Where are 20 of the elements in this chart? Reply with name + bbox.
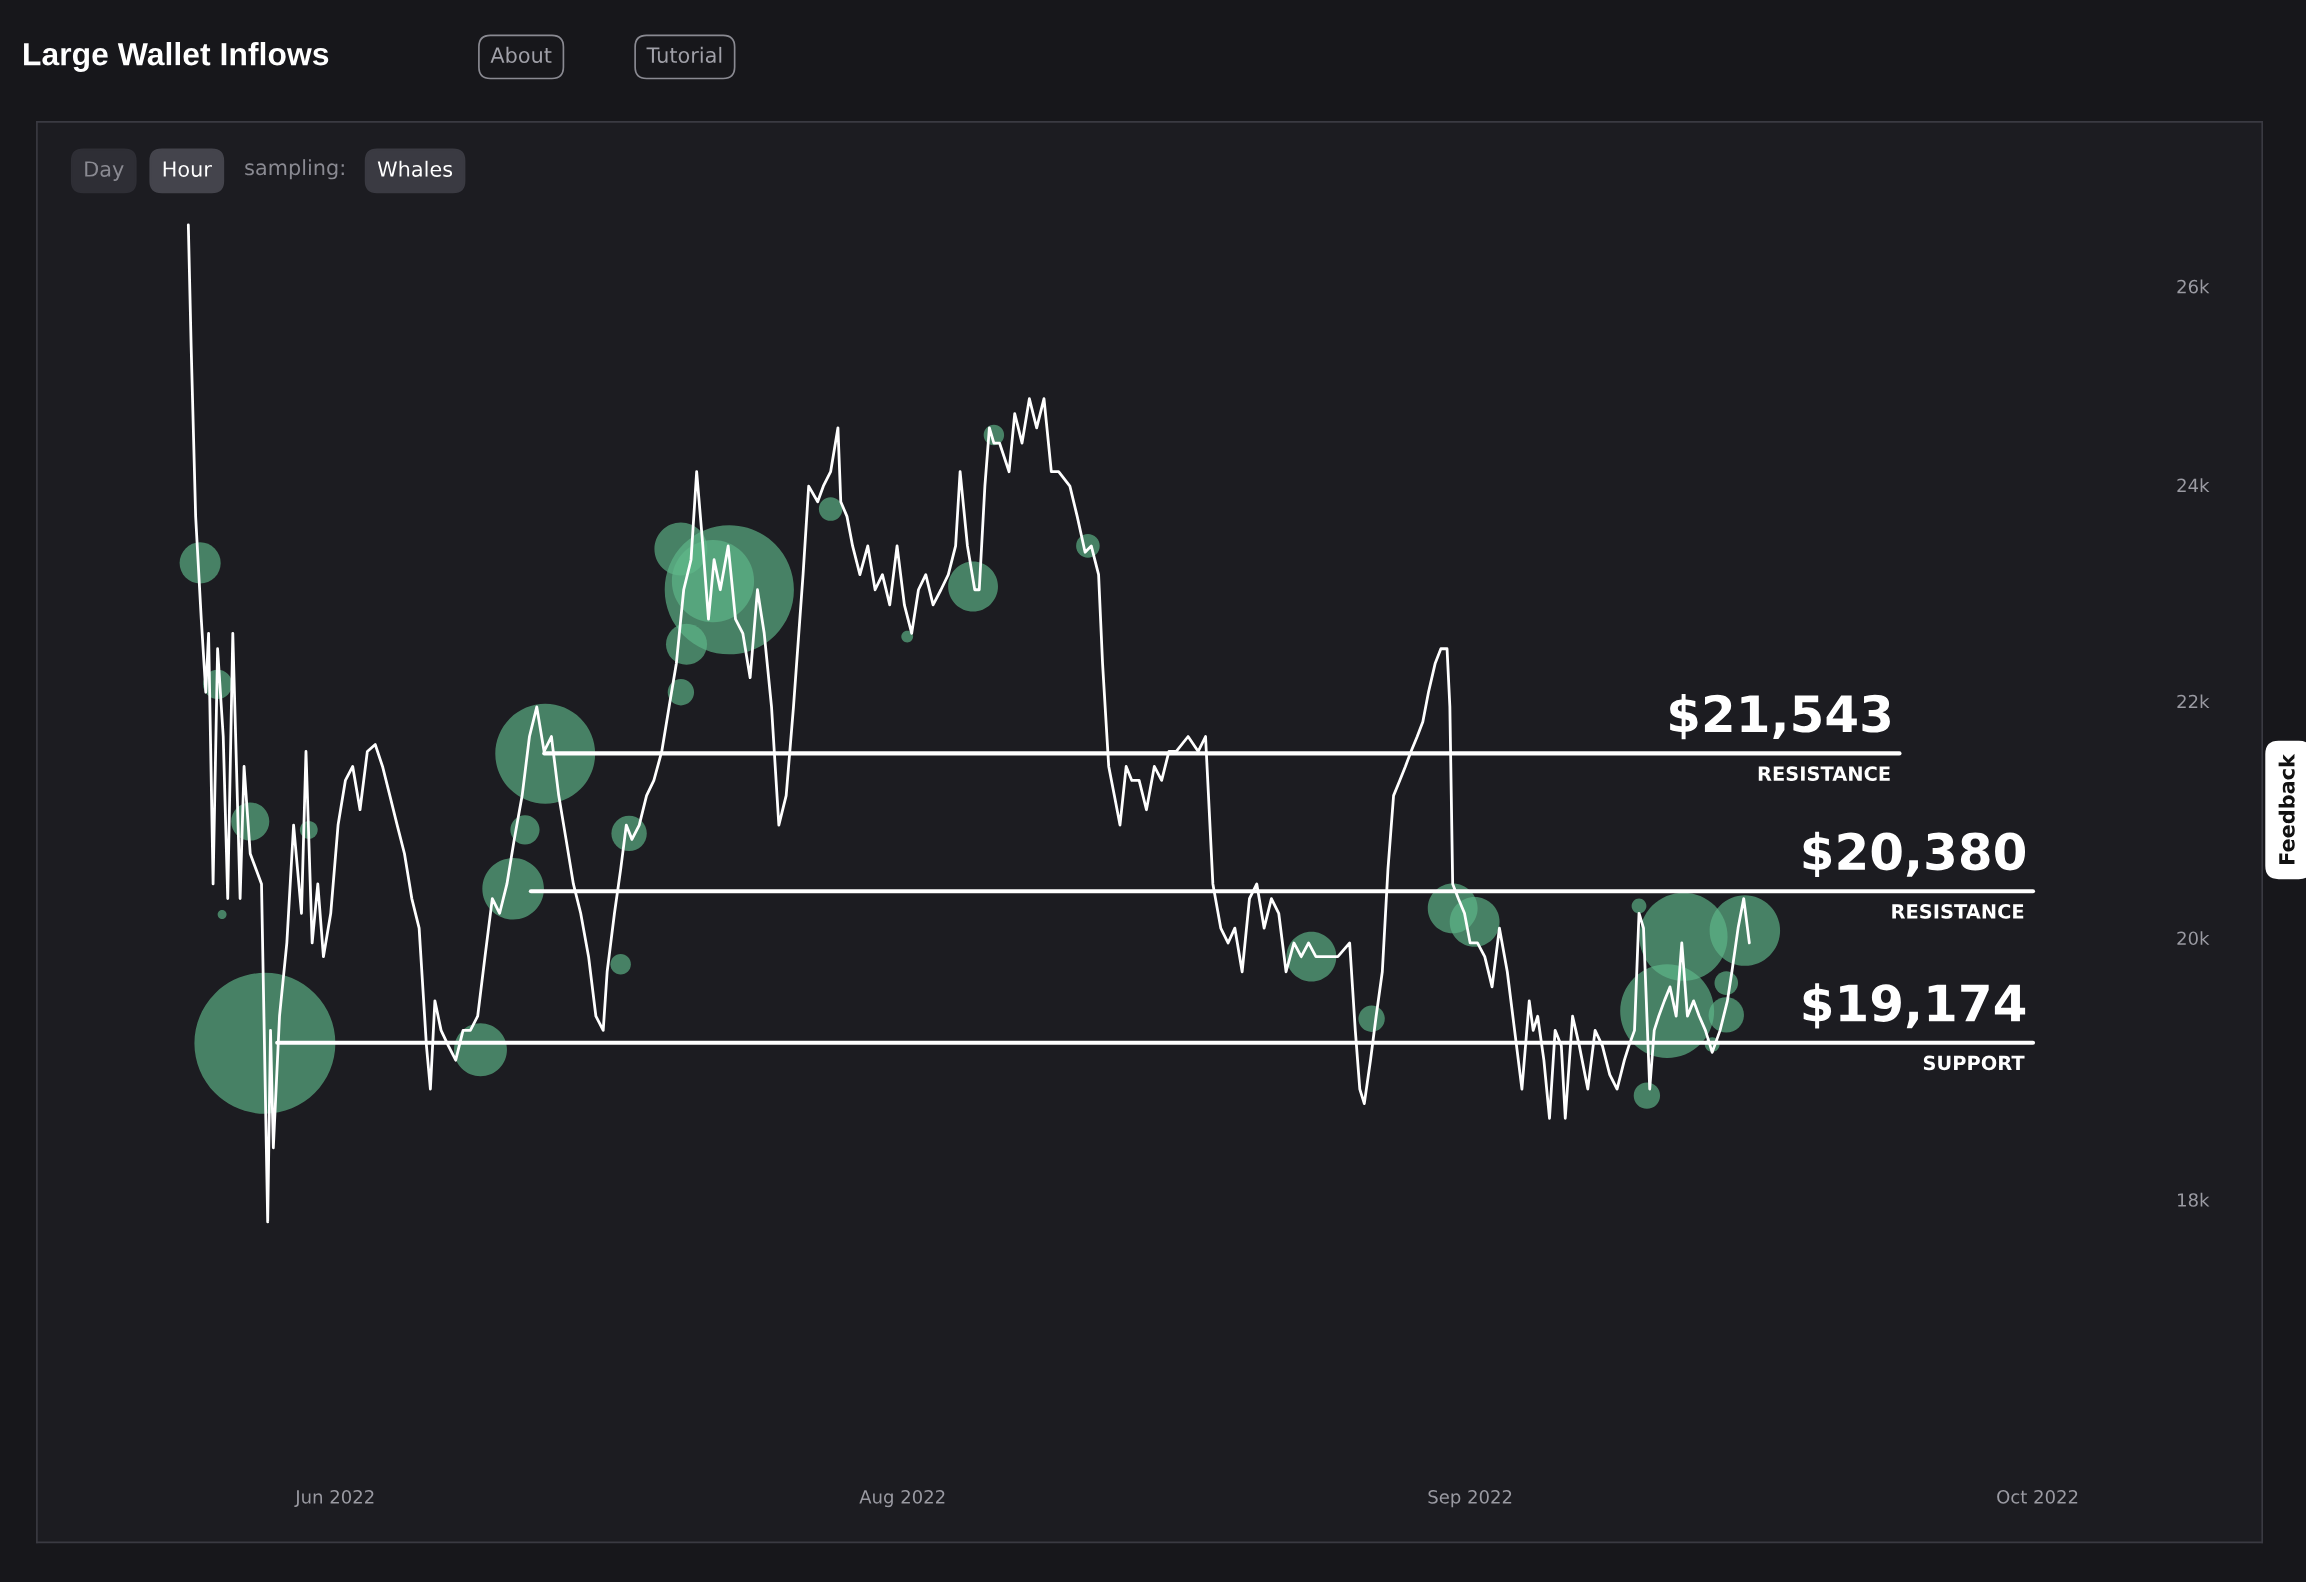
ref-line-label: $21,543 RESISTANCE (1670, 693, 1890, 781)
annotation: Hour (163, 161, 212, 177)
annotation: Whales (377, 160, 453, 177)
ref-line-label: $20,380 RESISTANCE (1803, 831, 2026, 919)
y-tick-label: 22k (2177, 694, 2210, 709)
text: About (490, 46, 552, 63)
y-tick-label: 26k (2177, 279, 2210, 294)
text: Feedback (2278, 753, 2295, 864)
annotation: Day (85, 161, 124, 181)
x-tick-label: Oct 2022 (1997, 1489, 2078, 1504)
x-tick-label: Jun 2022 (294, 1489, 374, 1508)
x-tick-label: Sep 2022 (1428, 1489, 1512, 1508)
annotation: sampling: (245, 159, 344, 180)
ref-line-label: $19,174 SUPPORT (1803, 983, 2026, 1071)
y-tick-label: 18k (2178, 1192, 2210, 1207)
y-tick-label: 20k (2177, 931, 2210, 946)
y-tick-label: 24k (2177, 478, 2210, 492)
x-tick-label: Aug 2022 (859, 1489, 945, 1508)
chart-title: Large Wallet Inflows (24, 41, 329, 72)
text: Tutorial (646, 46, 722, 63)
